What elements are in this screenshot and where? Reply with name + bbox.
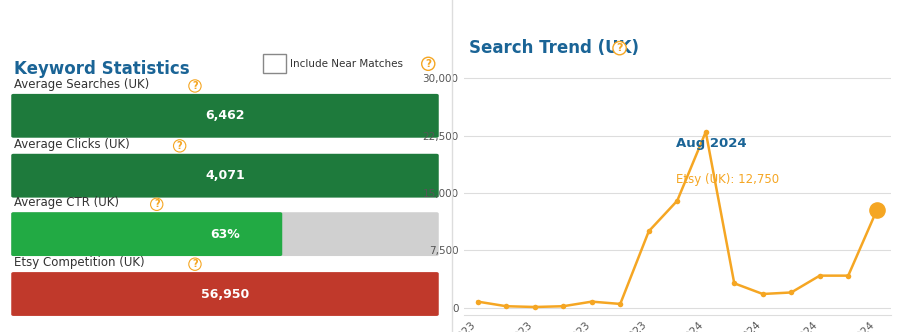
- Text: 63%: 63%: [210, 228, 240, 241]
- Text: ?: ?: [616, 43, 623, 53]
- Text: Aug 2024: Aug 2024: [676, 137, 746, 150]
- Text: ?: ?: [193, 259, 198, 269]
- Text: Include Near Matches: Include Near Matches: [290, 59, 403, 69]
- Text: ?: ?: [154, 199, 159, 209]
- Text: Keyword Statistics: Keyword Statistics: [14, 60, 189, 78]
- Text: Etsy (UK): 12,750: Etsy (UK): 12,750: [676, 173, 779, 187]
- Text: ?: ?: [193, 81, 198, 91]
- Point: [869, 208, 884, 213]
- Text: Average CTR (UK): Average CTR (UK): [14, 196, 119, 209]
- FancyBboxPatch shape: [11, 154, 439, 198]
- Text: ?: ?: [176, 141, 183, 151]
- FancyBboxPatch shape: [263, 54, 286, 73]
- FancyBboxPatch shape: [11, 212, 439, 256]
- FancyBboxPatch shape: [11, 212, 283, 256]
- Text: Etsy Competition (UK): Etsy Competition (UK): [14, 256, 144, 269]
- Text: This keyword has been popular on Etsy over the past week.: This keyword has been popular on Etsy ov…: [86, 13, 443, 27]
- Text: Search Trend (UK): Search Trend (UK): [470, 39, 639, 57]
- FancyBboxPatch shape: [11, 272, 439, 316]
- Text: 56,950: 56,950: [201, 288, 249, 300]
- FancyBboxPatch shape: [11, 94, 439, 138]
- Text: Average Clicks (UK): Average Clicks (UK): [14, 138, 130, 151]
- Text: Trend Alert:: Trend Alert:: [11, 13, 90, 27]
- Text: 4,071: 4,071: [205, 169, 245, 182]
- Text: 6,462: 6,462: [205, 109, 245, 122]
- Text: Average Searches (UK): Average Searches (UK): [14, 78, 149, 91]
- Text: ?: ?: [425, 59, 431, 69]
